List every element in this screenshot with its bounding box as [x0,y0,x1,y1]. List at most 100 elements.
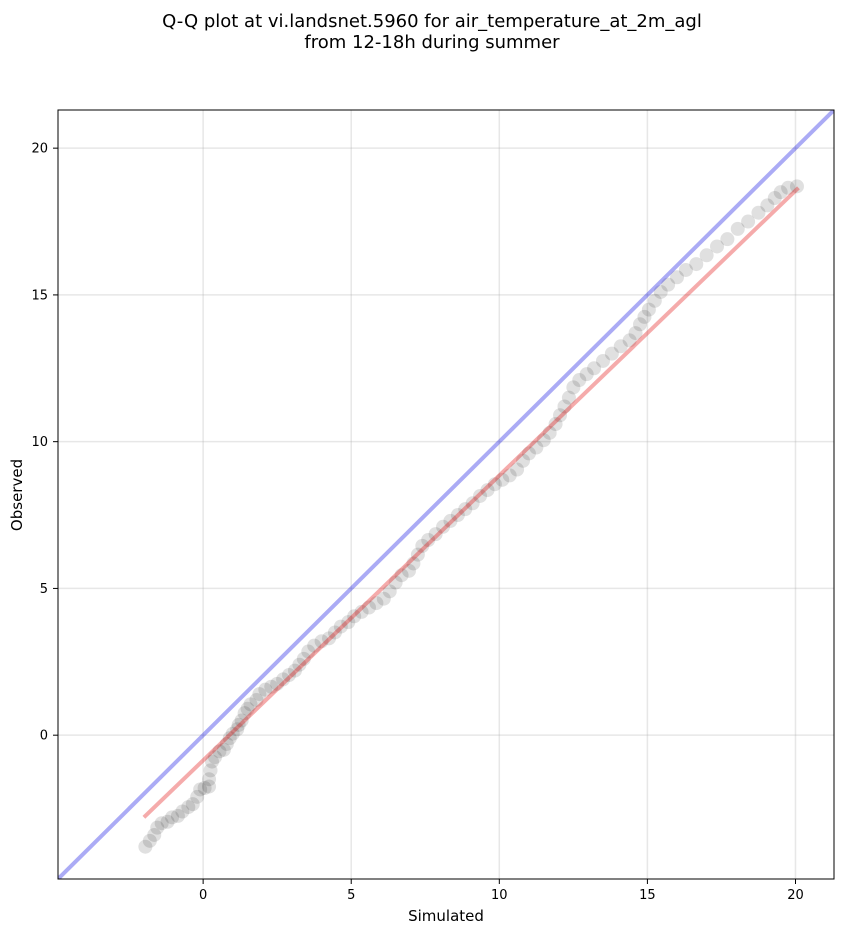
qq-point [147,827,162,842]
qq-point [510,462,525,477]
qq-point [401,563,416,578]
qq-point [637,309,652,324]
qq-point [237,706,252,721]
qq-point [495,472,510,487]
qq-point [314,634,329,649]
qq-point [415,538,430,553]
qq-point [760,198,775,213]
qq-point [287,663,302,678]
qq-point [222,731,237,746]
qq-point [458,502,473,517]
y-tick-label: 20 [31,142,48,157]
x-axis-label: Simulated [408,907,484,925]
qq-point [410,547,425,562]
qq-point [529,440,544,455]
qq-point [193,782,208,797]
identity-line [58,110,834,879]
qq-point [622,333,637,348]
qq-point [465,496,480,511]
x-axis-ticks: 0 5 10 15 20 [199,879,804,903]
qq-point [661,277,676,292]
quantile-points [138,179,804,854]
qq-point [327,625,342,640]
fit-line [142,186,800,819]
qq-point [202,779,217,794]
qq-point [264,679,279,694]
qq-point [388,575,403,590]
qq-point [613,339,628,354]
qq-point [633,317,647,332]
y-tick-label: 5 [40,582,48,597]
qq-point [154,816,169,831]
qq-point [781,180,796,195]
qq-point [572,373,587,388]
qq-point [185,797,200,812]
qq-point [225,726,240,741]
chart-subtitle: from 12-18h during summer [304,32,560,53]
y-tick-label: 15 [31,288,48,303]
x-tick-label: 20 [787,888,804,903]
qq-point [301,644,316,659]
qq-point [231,717,246,732]
qq-point [150,820,165,835]
reference-lines [58,110,834,879]
qq-point [296,651,311,666]
qq-point [678,262,693,277]
x-tick-label: 5 [347,888,355,903]
qq-point [406,556,421,571]
qq-point [670,270,685,285]
qq-point [276,672,291,687]
qq-point [394,568,409,583]
qq-point [376,591,391,606]
qq-point [542,425,557,440]
qq-point [138,839,153,854]
qq-point [175,804,190,819]
qq-point [219,736,234,751]
qq-point [789,179,804,194]
qq-point [595,353,610,368]
qq-point [751,205,766,220]
qq-point [566,380,581,395]
qq-point [548,417,563,432]
qq-point [699,248,714,263]
qq-point [773,185,788,200]
plot-frame [57,109,835,880]
qq-point [165,810,180,825]
qq-point [587,361,602,376]
qq-point [561,390,576,405]
qq-point [443,513,458,528]
qq-point [553,408,568,423]
qq-point [436,519,451,534]
qq-point [641,302,656,317]
qq-point [234,713,249,728]
qq-point [207,750,222,765]
qq-point [333,619,348,634]
y-axis-ticks: 0 5 10 15 20 [31,142,58,744]
qq-point [240,701,255,716]
qq-point [142,833,157,848]
qq-point [361,600,376,615]
qq-point [720,232,735,247]
qq-point [521,446,536,461]
qq-point [252,687,267,702]
qq-point [212,744,227,759]
qq-point [557,399,572,414]
qq-point [516,453,531,468]
x-tick-label: 0 [199,888,207,903]
qq-point [270,676,285,691]
qq-point [579,367,594,382]
y-tick-label: 10 [31,435,48,450]
qq-point [767,191,782,206]
qq-point [282,668,297,683]
qq-point [450,508,465,523]
x-tick-label: 10 [491,888,508,903]
qq-point [730,221,745,236]
qq-point [536,433,551,448]
qq-point [421,532,436,547]
qq-point [170,808,185,823]
qq-point [473,488,488,503]
x-tick-label: 15 [639,888,656,903]
qq-point [710,239,725,254]
qq-point [689,257,704,272]
